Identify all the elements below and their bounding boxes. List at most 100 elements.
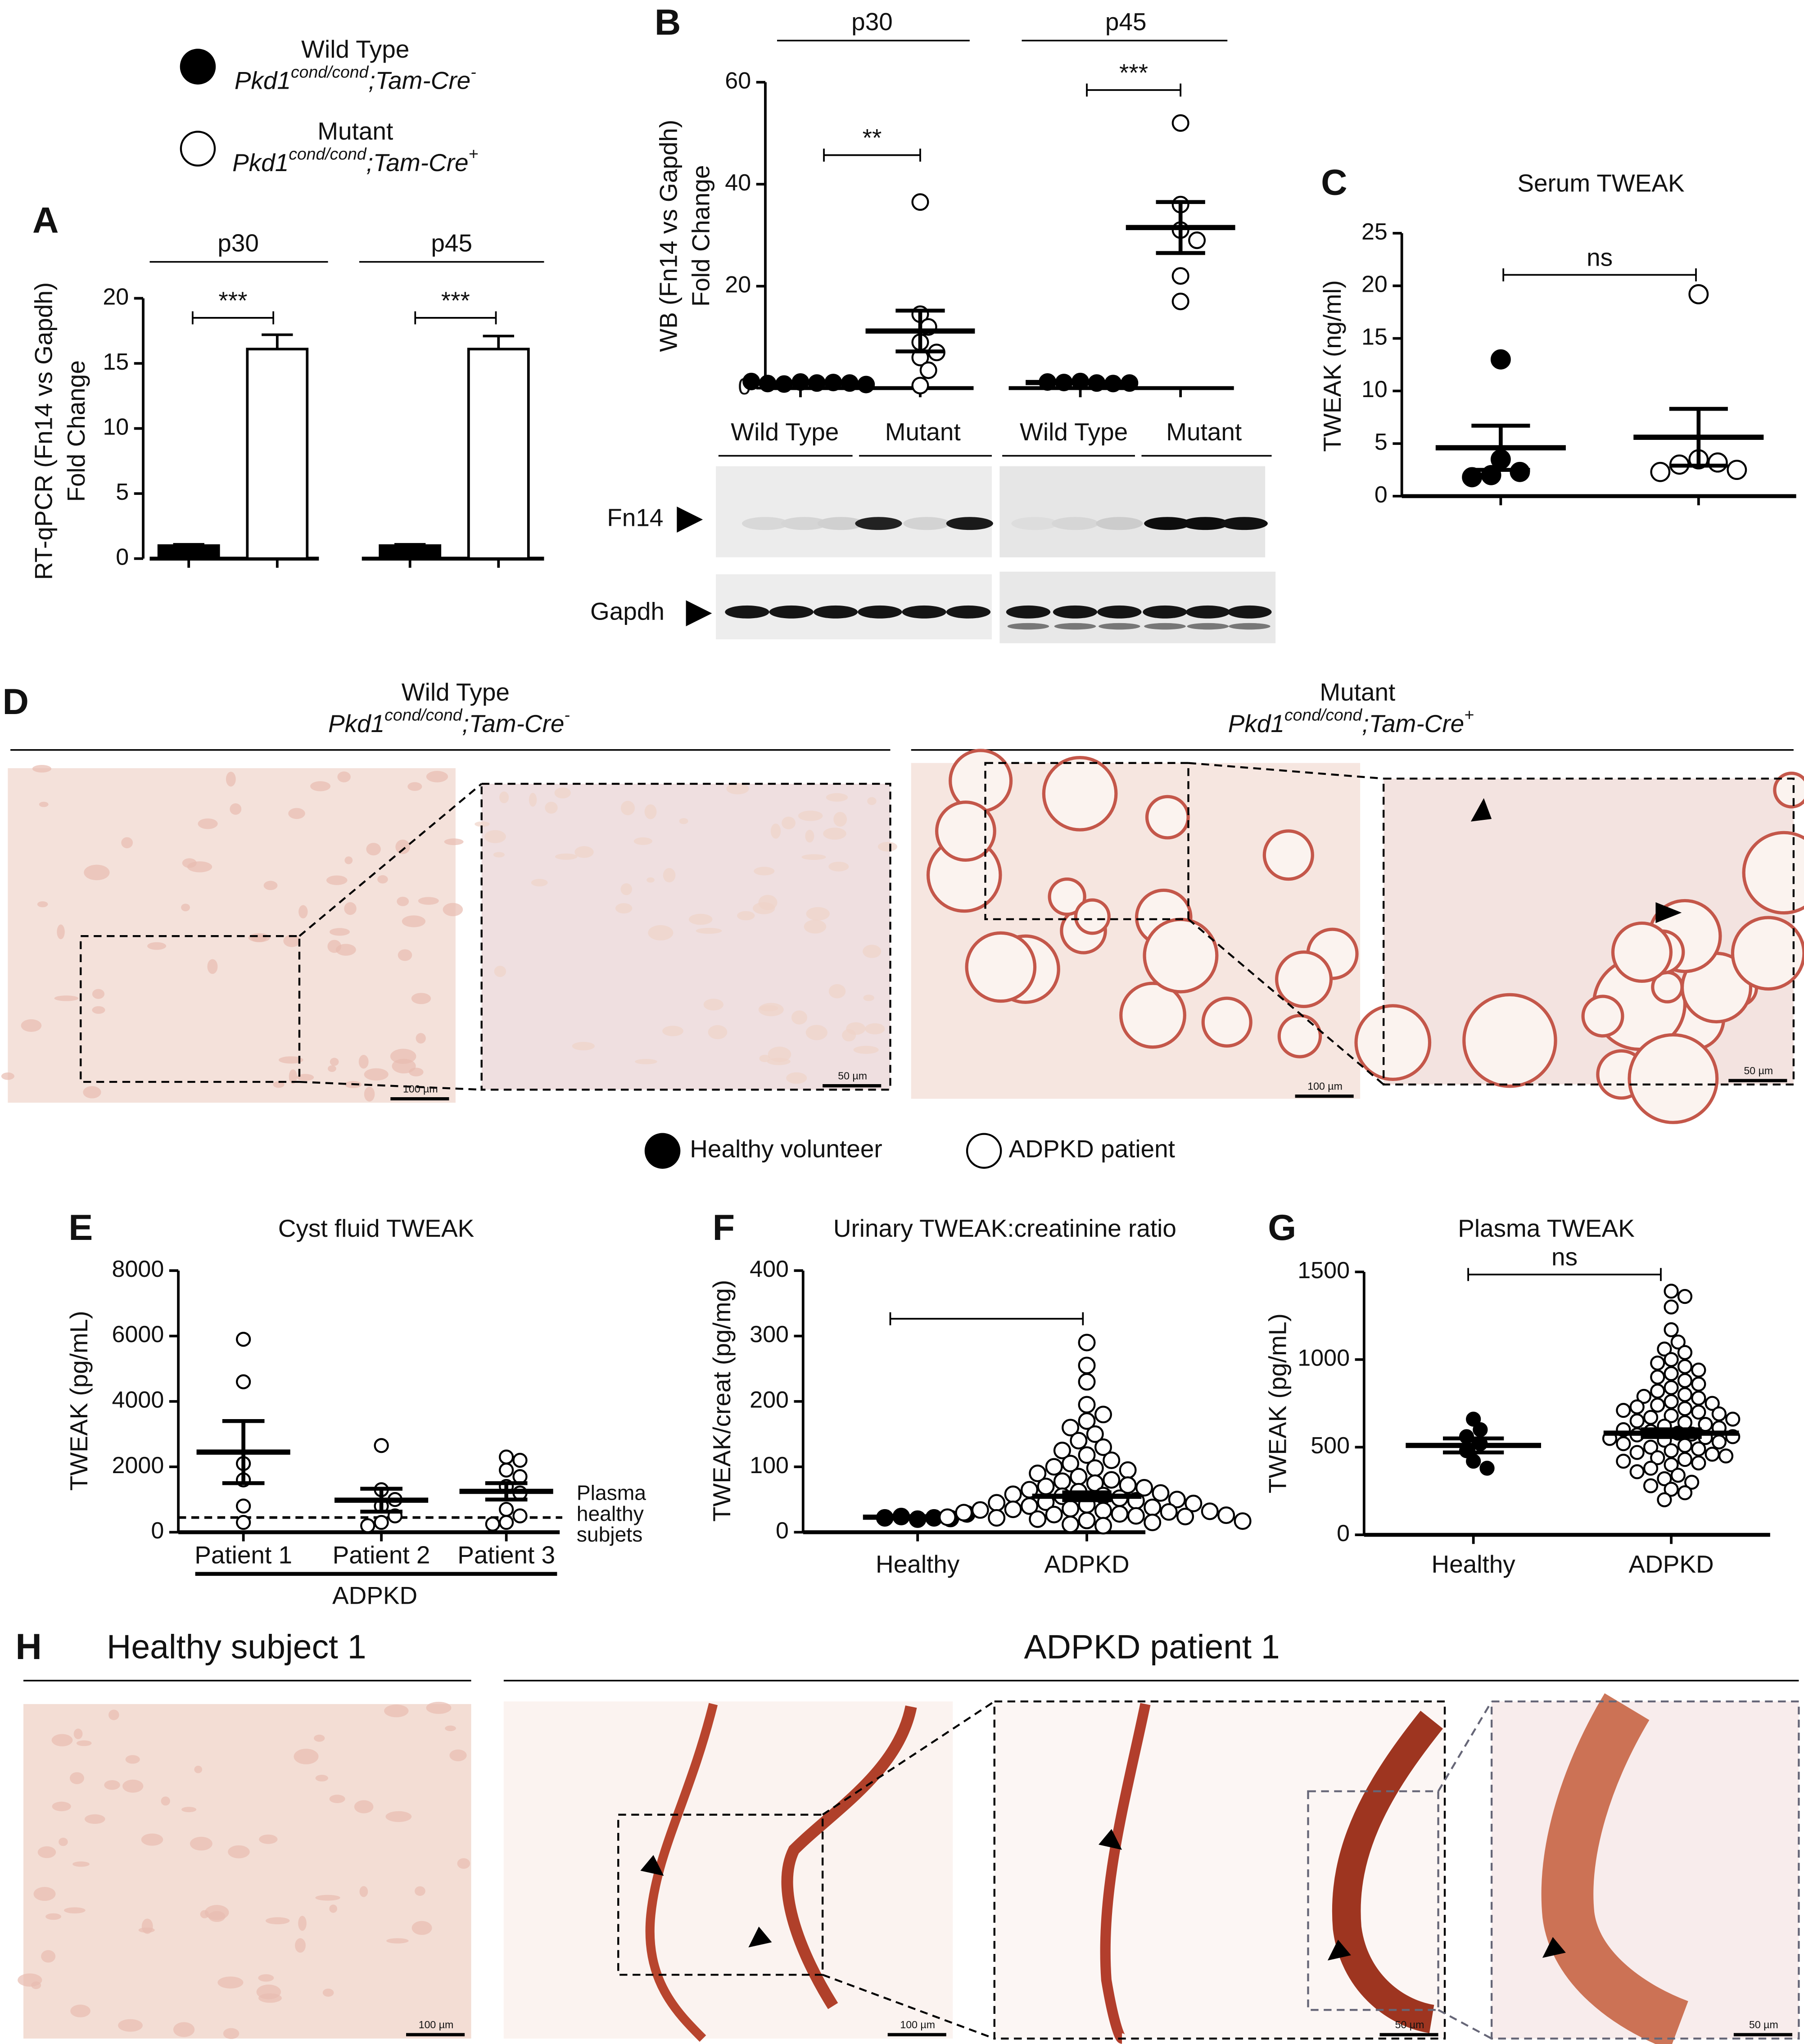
zoom-box [80, 935, 301, 1083]
data-point [1188, 231, 1206, 249]
data-point [512, 1469, 528, 1484]
data-point [1062, 1419, 1080, 1437]
y-tick-label: 15 [103, 349, 129, 375]
tissue [122, 1779, 144, 1793]
data-point [236, 1515, 251, 1530]
data-point [1171, 114, 1189, 132]
tissue [865, 1023, 885, 1035]
panel-letter: F [713, 1207, 735, 1248]
data-point [1718, 1448, 1734, 1464]
cyst [1145, 795, 1190, 840]
blot-band [781, 517, 828, 530]
tissue [708, 1025, 728, 1040]
data-point [1086, 1459, 1104, 1477]
data-point [1629, 1413, 1645, 1429]
blot [999, 571, 1276, 643]
tissue [426, 1701, 452, 1714]
legend-label: Wild Type [301, 35, 409, 63]
data-point [1094, 1406, 1112, 1424]
tissue [644, 804, 657, 819]
data-point [1070, 1468, 1088, 1486]
tissue [315, 1775, 328, 1782]
zoom-box [480, 782, 891, 1091]
blot-band [1006, 605, 1051, 619]
zoom-line [1188, 762, 1384, 780]
blot-band [1054, 623, 1096, 630]
tissue [499, 791, 509, 804]
tissue [494, 966, 506, 977]
cyst [1742, 831, 1804, 915]
data-point [1664, 1457, 1679, 1472]
blot-band [1096, 517, 1143, 530]
tissue [54, 995, 79, 1001]
data-point [1127, 1507, 1145, 1525]
data-point [1201, 1502, 1219, 1520]
cyst [1462, 993, 1557, 1088]
tissue [39, 801, 49, 807]
tissue [662, 1026, 683, 1036]
tissue [200, 1910, 209, 1918]
blot-band [1007, 623, 1049, 630]
x-tick-label: Healthy [876, 1550, 960, 1578]
significance: ns [1587, 243, 1613, 271]
panel-letter: D [2, 682, 28, 722]
tissue [415, 1886, 425, 1896]
tissue [92, 989, 105, 999]
tissue [182, 858, 197, 868]
zoom-box [984, 762, 1189, 920]
tissue [118, 2019, 143, 2032]
superscript: cond/cond [291, 62, 369, 81]
tissue [263, 881, 278, 891]
tissue [190, 1836, 213, 1851]
data-point [1705, 1396, 1720, 1411]
cyst [1628, 1033, 1719, 1124]
bar [157, 544, 220, 560]
tissue [358, 1055, 369, 1069]
tissue [329, 928, 350, 936]
y-tick-label: 2000 [112, 1452, 164, 1479]
data-point [1185, 1494, 1203, 1512]
data-point [1643, 1439, 1659, 1455]
y-axis-label: TWEAK/creat (pg/mg) [708, 1280, 736, 1522]
cyst [1143, 918, 1219, 994]
x-tick-label: Mutant [885, 418, 961, 446]
data-point [1691, 1376, 1706, 1392]
data-point [1688, 284, 1709, 304]
arrow [1470, 798, 1492, 822]
tissue [737, 911, 755, 921]
tissue [377, 875, 388, 884]
panel-letter: G [1268, 1207, 1296, 1248]
data-point [1078, 1511, 1096, 1529]
genotype-rest: ;Tam-Cre [1362, 709, 1464, 737]
data-point [1062, 1455, 1080, 1473]
data-point [1677, 1387, 1693, 1402]
tissue [759, 1054, 770, 1063]
data-point [1176, 1507, 1194, 1525]
data-point [1490, 349, 1511, 370]
tissue [555, 853, 578, 860]
blot-band [1227, 605, 1272, 619]
data-point [938, 1508, 956, 1526]
cyst [1277, 1014, 1322, 1058]
zoom-line [1188, 918, 1384, 1085]
tissue [395, 839, 410, 855]
tissue [554, 787, 571, 799]
tissue [335, 944, 356, 956]
data-point [1691, 1362, 1706, 1378]
data-point [1650, 1355, 1665, 1371]
data-point [1657, 1471, 1672, 1487]
tissue [398, 949, 412, 961]
blot-band [1097, 605, 1142, 619]
tissue [449, 1749, 467, 1761]
micrograph [23, 1704, 471, 2039]
tissue [344, 856, 353, 864]
blot-band [1187, 623, 1229, 630]
tissue [754, 867, 775, 876]
tissue [217, 1976, 244, 1989]
blot-band [903, 517, 950, 530]
tissue [265, 1917, 290, 1925]
y-tick-label: 20 [103, 284, 129, 310]
tissue [288, 808, 305, 819]
gene: Pkd1 [328, 709, 384, 737]
legend-marker [180, 131, 216, 167]
